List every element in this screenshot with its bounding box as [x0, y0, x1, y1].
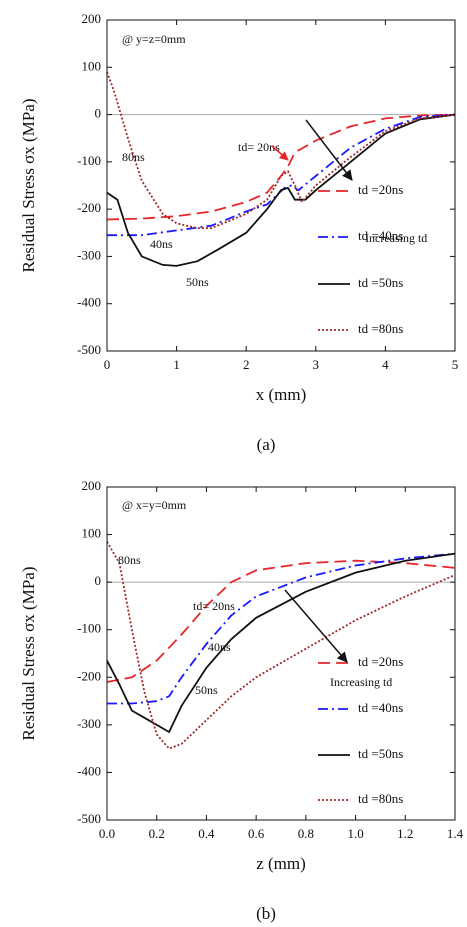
- x-tick-label: 0.8: [298, 826, 314, 841]
- x-tick-label: 1.4: [447, 826, 464, 841]
- x-tick-label: 0.6: [248, 826, 265, 841]
- annotation: 80ns: [122, 150, 145, 164]
- x-tick-label: 1.0: [347, 826, 363, 841]
- y-tick-label: -400: [77, 295, 101, 310]
- y-tick-label: -200: [77, 200, 101, 215]
- x-tick-label: 1.2: [397, 826, 413, 841]
- series-line: [106, 552, 456, 734]
- x-tick-label: 0.0: [99, 826, 115, 841]
- arrow: [284, 589, 348, 663]
- panel-label: (b): [256, 904, 276, 923]
- annotation: 40ns: [208, 640, 231, 654]
- annotation: @ x=y=0mm: [122, 498, 187, 512]
- y-tick-label: -200: [77, 668, 101, 683]
- series-line: [106, 113, 456, 221]
- series-line: [106, 541, 456, 750]
- plot-frame: [106, 19, 456, 352]
- x-tick-label: 2: [243, 357, 250, 372]
- x-axis-title: z (mm): [256, 854, 306, 873]
- series-line: [106, 113, 456, 267]
- annotation: 50ns: [186, 275, 209, 289]
- legend-label: td =20ns: [358, 182, 403, 197]
- x-tick-label: 0.4: [198, 826, 215, 841]
- x-tick-label: 0.2: [149, 826, 165, 841]
- y-axis-title: Residual Stress σx (MPa): [19, 567, 38, 741]
- x-tick-label: 1: [173, 357, 180, 372]
- legend-label: td =80ns: [358, 791, 403, 806]
- y-tick-label: 100: [82, 526, 102, 541]
- panel-label: (a): [257, 435, 276, 454]
- annotation: td= 20ns: [238, 140, 280, 154]
- series-line: [107, 113, 456, 237]
- annotation: Increasing td: [330, 675, 392, 689]
- arrow: [305, 119, 353, 181]
- legend-label: td =50ns: [358, 746, 403, 761]
- series-line: [106, 559, 456, 683]
- x-tick-label: 0: [104, 357, 111, 372]
- annotation: td= 20ns: [193, 599, 235, 613]
- y-tick-label: 100: [82, 58, 102, 73]
- y-tick-label: -300: [77, 247, 101, 262]
- x-axis-title: x (mm): [256, 385, 307, 404]
- annotation: @ y=z=0mm: [122, 32, 186, 46]
- y-axis-title: Residual Stress σx (MPa): [19, 99, 38, 273]
- series-line: [107, 552, 456, 705]
- y-tick-label: 200: [82, 478, 102, 493]
- x-tick-label: 3: [313, 357, 320, 372]
- annotation: Increasing td: [365, 231, 427, 245]
- legend-label: td =20ns: [358, 654, 403, 669]
- series-line: [106, 71, 456, 229]
- legend-label: td =50ns: [358, 275, 403, 290]
- plot-frame: [106, 486, 456, 821]
- legend-label: td =80ns: [358, 321, 403, 336]
- annotation: 40ns: [150, 237, 173, 251]
- y-tick-label: -100: [77, 153, 101, 168]
- y-tick-label: -500: [77, 811, 101, 826]
- annotation: 80ns: [118, 553, 141, 567]
- x-tick-label: 5: [452, 357, 459, 372]
- y-tick-label: -400: [77, 763, 101, 778]
- y-tick-label: -300: [77, 716, 101, 731]
- y-tick-label: 0: [95, 573, 102, 588]
- y-tick-label: -100: [77, 621, 101, 636]
- y-tick-label: -500: [77, 342, 101, 357]
- x-tick-label: 4: [382, 357, 389, 372]
- y-tick-label: 0: [95, 106, 102, 121]
- legend-label: td =40ns: [358, 228, 403, 243]
- legend-label: td =40ns: [358, 700, 403, 715]
- annotation: 50ns: [195, 683, 218, 697]
- y-tick-label: 200: [82, 11, 102, 26]
- arrow: [271, 145, 289, 161]
